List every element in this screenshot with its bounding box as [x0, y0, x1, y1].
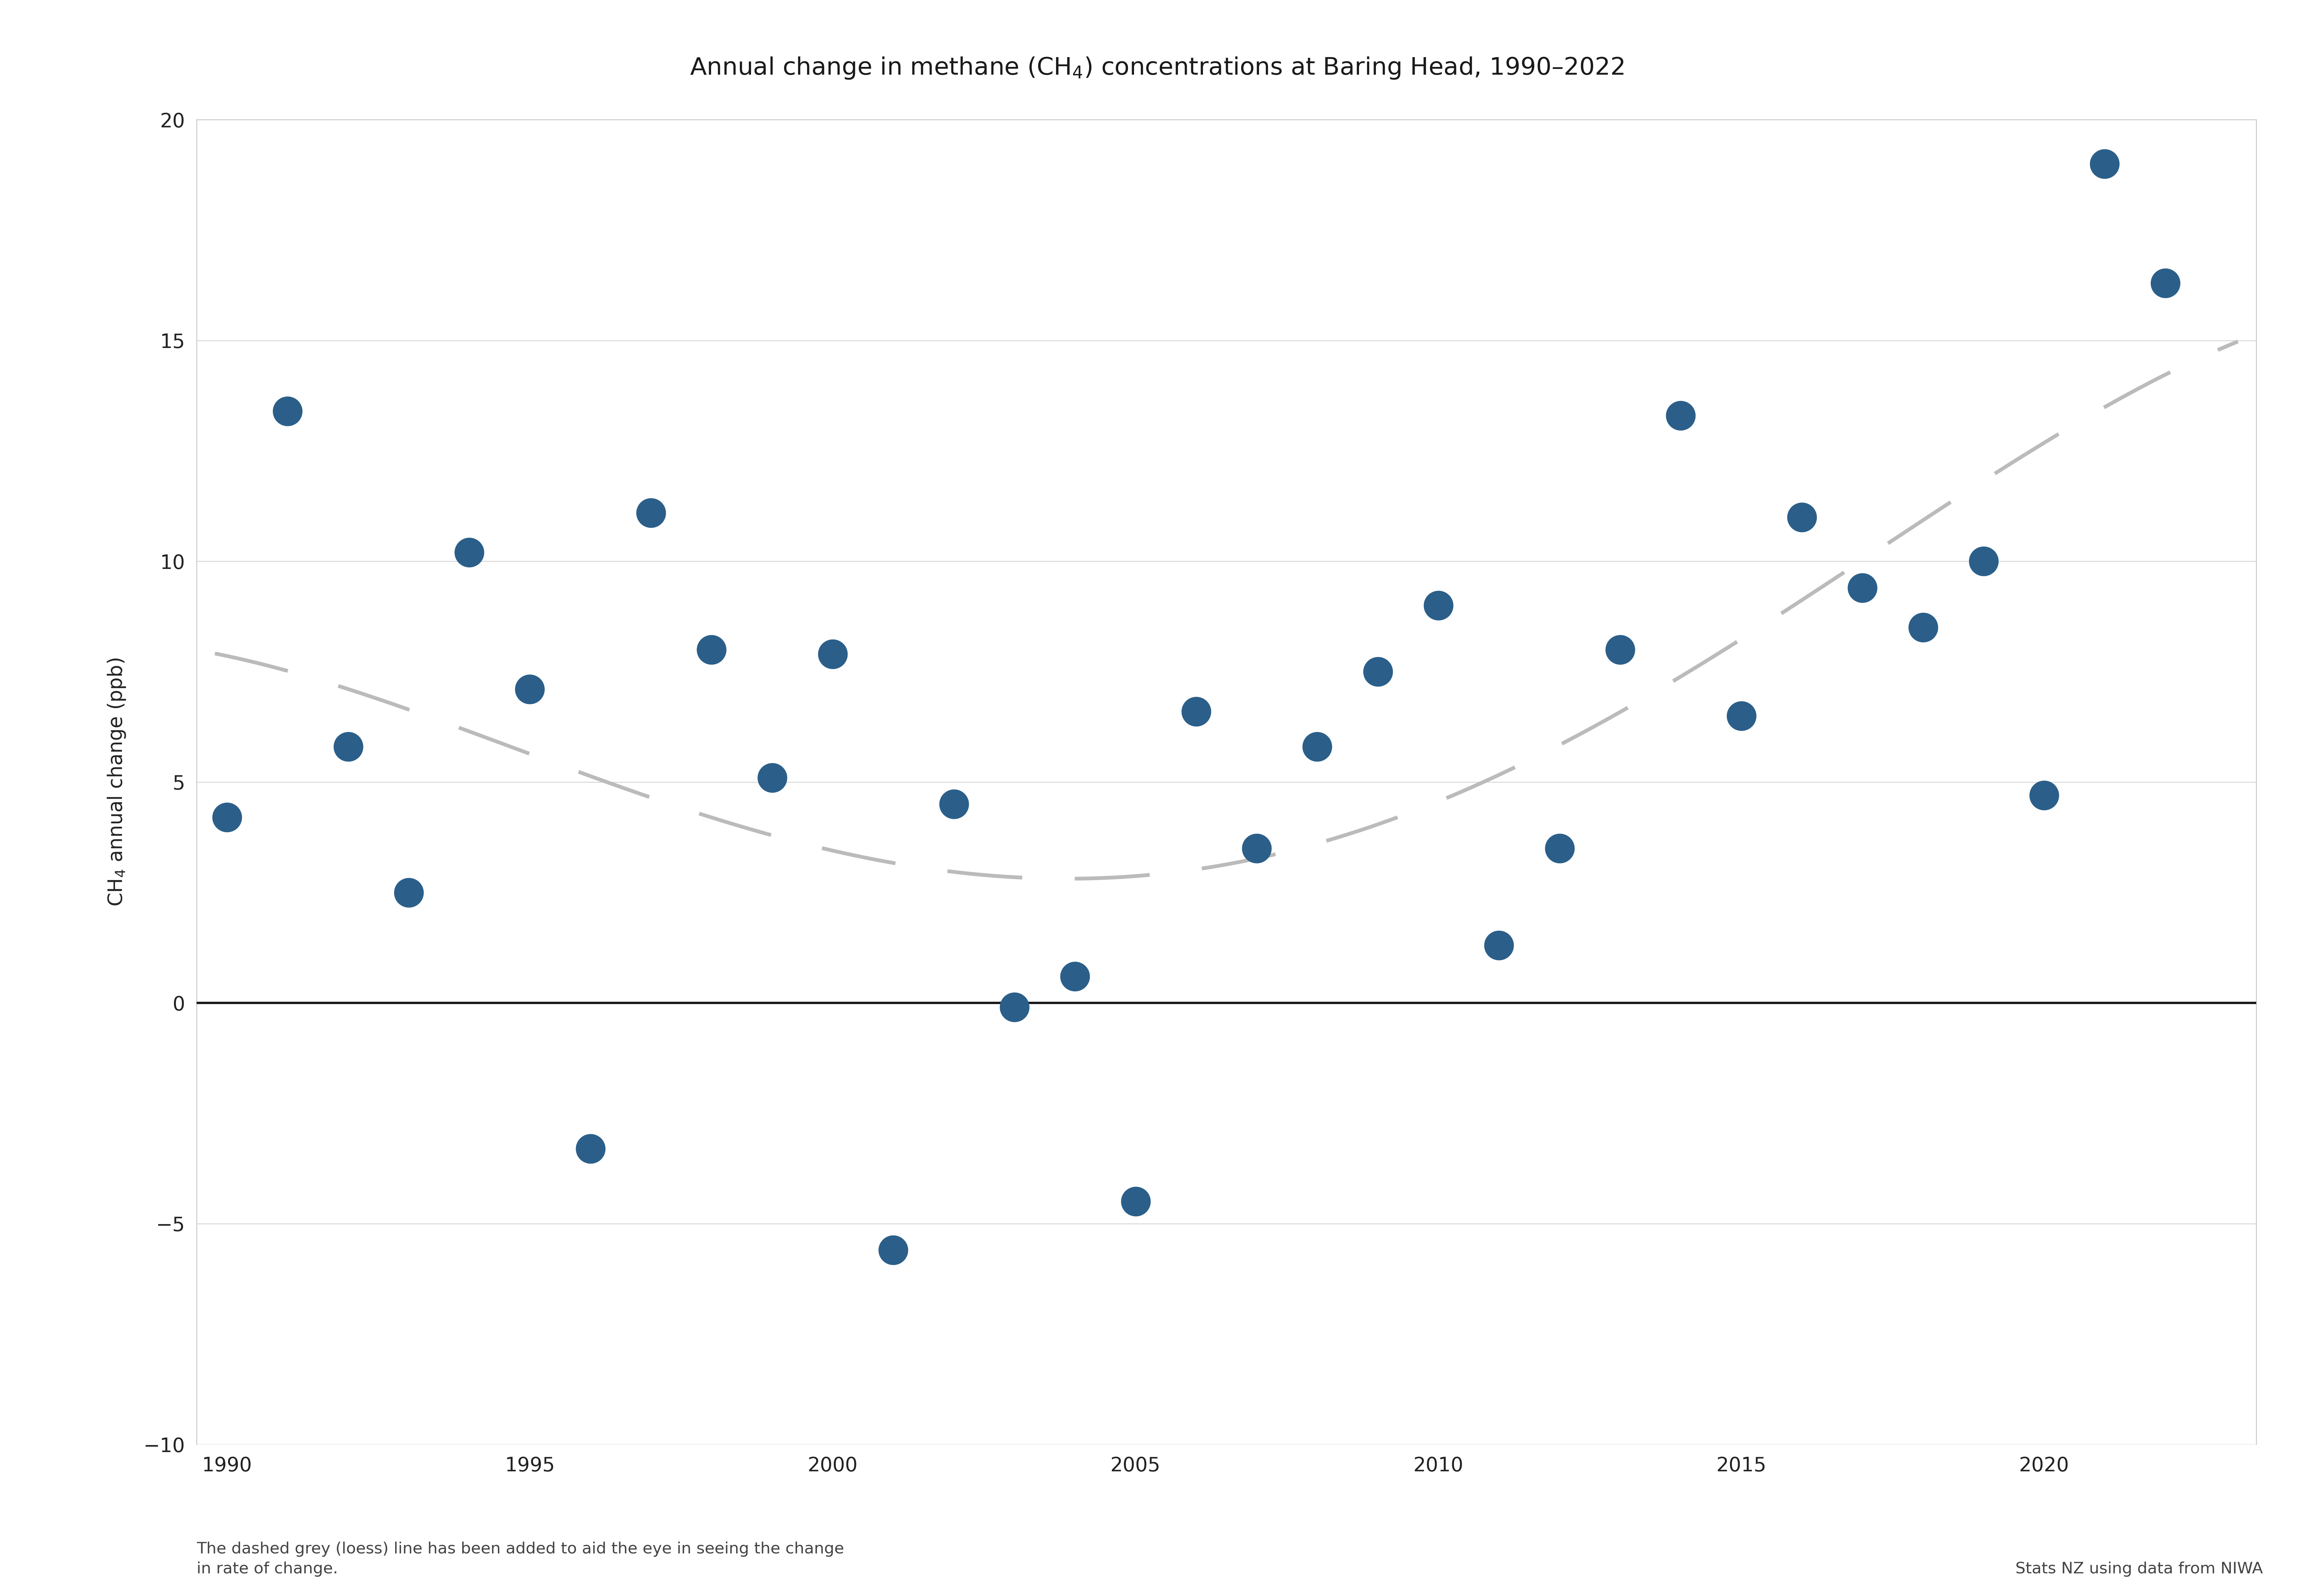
- Point: [391, 879, 428, 905]
- Point: [815, 642, 852, 667]
- Point: [1421, 592, 1458, 618]
- Point: [1178, 699, 1215, 725]
- Point: [2025, 782, 2062, 808]
- Point: [1784, 504, 1821, 530]
- Point: [329, 734, 366, 760]
- Point: [935, 792, 972, 817]
- Point: [1238, 836, 1275, 862]
- Point: [1904, 614, 1941, 640]
- Point: [875, 1237, 912, 1262]
- Point: [208, 804, 245, 830]
- Text: Annual change in methane (CH$_4$) concentrations at Baring Head, 1990–2022: Annual change in methane (CH$_4$) concen…: [690, 56, 1624, 80]
- Point: [1661, 402, 1698, 428]
- Point: [1844, 575, 1881, 600]
- Point: [511, 677, 548, 702]
- Point: [572, 1136, 609, 1162]
- Text: The dashed grey (loess) line has been added to aid the eye in seeing the change
: The dashed grey (loess) line has been ad…: [197, 1542, 845, 1577]
- Point: [694, 637, 731, 662]
- Point: [1541, 836, 1578, 862]
- Point: [2147, 270, 2184, 295]
- Point: [1601, 637, 1638, 662]
- Point: [1358, 659, 1395, 685]
- Point: [1965, 549, 2002, 575]
- Point: [1298, 734, 1335, 760]
- Text: Stats NZ using data from NIWA: Stats NZ using data from NIWA: [2015, 1561, 2263, 1577]
- Point: [754, 764, 791, 790]
- Point: [632, 500, 669, 525]
- Point: [2087, 152, 2124, 177]
- Point: [1722, 702, 1761, 728]
- Point: [1057, 964, 1095, 990]
- Point: [1118, 1189, 1155, 1215]
- Point: [1481, 932, 1518, 958]
- Y-axis label: CH$_4$ annual change (ppb): CH$_4$ annual change (ppb): [106, 658, 127, 907]
- Point: [995, 994, 1032, 1020]
- Point: [451, 539, 488, 565]
- Point: [268, 399, 305, 425]
